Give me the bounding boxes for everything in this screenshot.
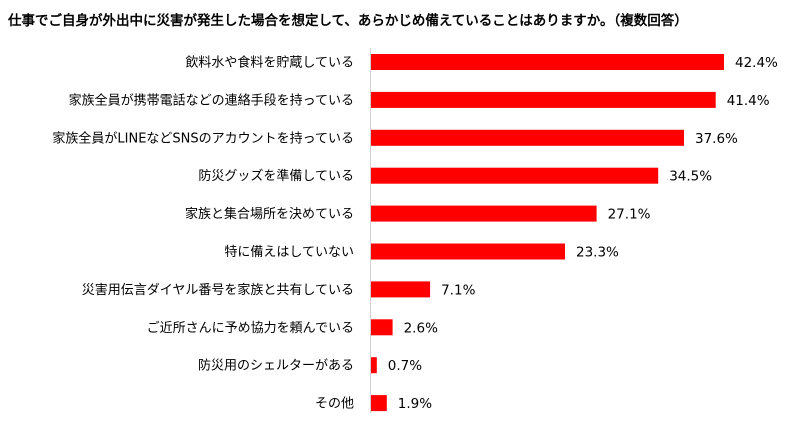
bar [371,357,377,374]
data-label: 23.3% [576,245,619,261]
category-label: その他 [315,397,354,412]
category-label: 災害用伝言ダイヤル番号を家族と共有している [82,282,354,298]
category-label: 家族全員がLINEなどSNSのアカウントを持っている [52,130,354,146]
category-label: 防災グッズを準備している [198,168,354,184]
data-label: 0.7% [388,358,422,374]
category-label: 飲料水や食料を貯蔵している [185,55,354,71]
chart-marks: 飲料水や食料を貯蔵している 42.4% 家族全員が携帯電話などの連絡手段を持っている… [52,54,778,412]
data-label: 34.5% [669,169,712,185]
category-label: 家族全員が携帯電話などの連絡手段を持っている [69,92,354,108]
data-label: 41.4% [727,93,770,109]
bar [371,129,684,146]
bar [371,91,716,108]
category-label: ご近所さんに予め協力を頼んでいる [147,320,354,336]
data-label: 27.1% [608,207,651,223]
category-label: 家族と集合場所を決めている [185,206,354,222]
data-label: 7.1% [441,282,475,298]
chart-title: 仕事でご自身が外出中に災害が発生した場合を想定して、あらかじめ備えていることはあ… [7,12,688,29]
data-label: 42.4% [735,55,778,71]
data-label: 37.6% [695,131,738,147]
bar [371,205,597,222]
bar [371,54,724,70]
bar [371,281,431,298]
category-label: 特に備えはしていない [224,244,354,260]
bar [371,167,659,184]
category-label: 防災用のシェルターがある [198,358,354,374]
bar [371,319,393,336]
data-label: 1.9% [398,396,432,412]
bar [371,243,565,260]
bar [371,395,387,412]
data-label: 2.6% [404,320,438,336]
